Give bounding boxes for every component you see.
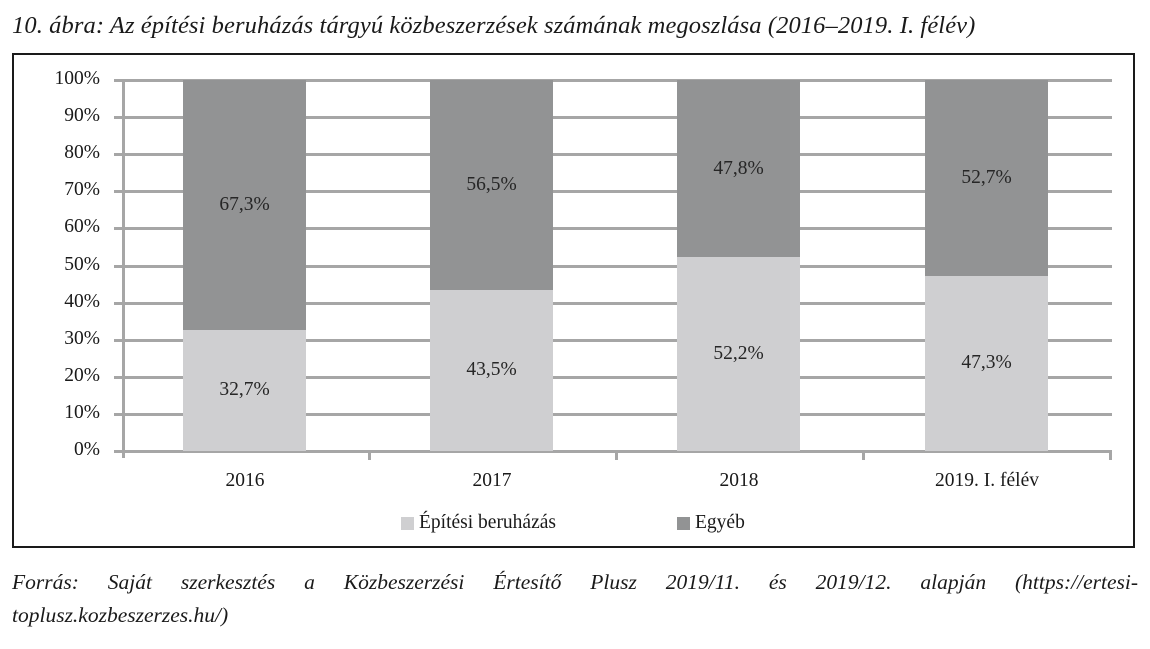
x-category-label: 2019. I. félév bbox=[935, 470, 1039, 491]
bar-segment-egyeb: 56,5% bbox=[430, 80, 553, 290]
y-tick-label: 90% bbox=[64, 105, 100, 127]
y-tick-label: 10% bbox=[64, 401, 100, 423]
legend-label: Egyéb bbox=[695, 512, 745, 533]
x-category-label: 2018 bbox=[719, 470, 759, 491]
bar-segment-epitesi: 43,5% bbox=[430, 289, 553, 451]
bar-segment-egyeb: 47,8% bbox=[677, 80, 800, 258]
gridline bbox=[114, 153, 1112, 157]
data-label: 67,3% bbox=[219, 193, 270, 215]
legend: Építési beruházás Egyéb bbox=[0, 512, 1150, 538]
x-category-label: 2016 bbox=[225, 470, 265, 491]
legend-swatch-icon bbox=[677, 516, 690, 530]
x-category-label: 2017 bbox=[472, 470, 512, 491]
plot-area: 67,3% 32,7% 56,5% 43,5% 47,8% 52,2% 52,7… bbox=[114, 79, 1112, 460]
y-tick-label: 0% bbox=[74, 439, 100, 460]
data-label: 43,5% bbox=[466, 359, 517, 381]
legend-item-egyeb: Egyéb bbox=[677, 512, 745, 534]
y-tick-label: 20% bbox=[64, 364, 100, 386]
gridline bbox=[114, 375, 1112, 379]
gridline bbox=[114, 190, 1112, 194]
y-tick-label: 70% bbox=[64, 179, 100, 201]
y-tick-label: 40% bbox=[64, 290, 100, 312]
source-line-2: toplusz.kozbeszerzes.hu/) bbox=[12, 603, 229, 627]
source-line-1: Forrás: Saját szerkesztés a Közbeszerzés… bbox=[12, 570, 1138, 594]
data-label: 52,7% bbox=[961, 166, 1012, 188]
y-tick-label: 60% bbox=[64, 216, 100, 238]
legend-label: Építési beruházás bbox=[419, 512, 556, 533]
gridline bbox=[114, 227, 1112, 231]
bar-2018: 47,8% 52,2% bbox=[677, 80, 800, 451]
data-label: 32,7% bbox=[219, 379, 270, 401]
bar-2016: 67,3% 32,7% bbox=[183, 80, 306, 451]
bar-segment-egyeb: 67,3% bbox=[183, 80, 306, 330]
gridline bbox=[114, 79, 1112, 82]
data-label: 47,8% bbox=[713, 157, 764, 179]
x-tick-mark bbox=[615, 451, 618, 460]
data-label: 52,2% bbox=[713, 343, 764, 365]
legend-swatch-icon bbox=[401, 516, 414, 530]
bar-2019-h1: 52,7% 47,3% bbox=[925, 80, 1048, 451]
y-axis-line bbox=[122, 80, 125, 458]
y-tick-label: 50% bbox=[64, 253, 100, 275]
legend-item-epitesi: Építési beruházás bbox=[401, 512, 556, 534]
figure-caption: 10. ábra: Az építési beruházás tárgyú kö… bbox=[12, 12, 976, 39]
gridline bbox=[114, 412, 1112, 416]
gridline bbox=[114, 301, 1112, 305]
data-label: 56,5% bbox=[466, 173, 517, 195]
y-tick-label: 30% bbox=[64, 327, 100, 349]
bar-segment-epitesi: 52,2% bbox=[677, 257, 800, 451]
bar-segment-egyeb: 52,7% bbox=[925, 80, 1048, 276]
x-tick-mark bbox=[368, 451, 371, 460]
x-axis-line bbox=[114, 450, 1112, 453]
y-tick-label: 100% bbox=[54, 68, 101, 89]
source-note: Forrás: Saját szerkesztés a Közbeszerzés… bbox=[12, 566, 1138, 632]
gridline bbox=[114, 264, 1112, 268]
gridline bbox=[114, 338, 1112, 342]
chart-frame bbox=[12, 53, 1135, 548]
data-label: 47,3% bbox=[961, 352, 1012, 374]
x-tick-mark bbox=[862, 451, 865, 460]
gridline bbox=[114, 116, 1112, 120]
bar-segment-epitesi: 47,3% bbox=[925, 275, 1048, 451]
bar-2017: 56,5% 43,5% bbox=[430, 80, 553, 451]
bar-segment-epitesi: 32,7% bbox=[183, 329, 306, 451]
y-tick-label: 80% bbox=[64, 142, 100, 164]
x-tick-mark bbox=[1109, 451, 1112, 460]
